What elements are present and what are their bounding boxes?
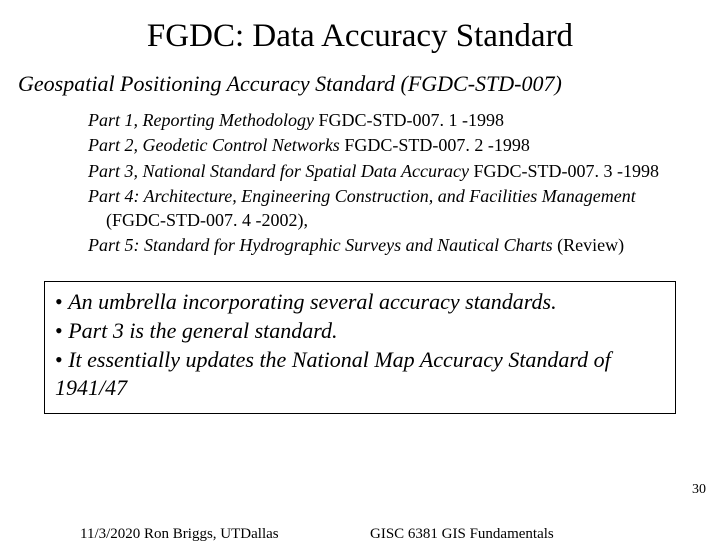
part-italic: Part 2, Geodetic Control Networks <box>88 135 344 155</box>
bullet-item: • It essentially updates the National Ma… <box>55 346 665 403</box>
page-title: FGDC: Data Accuracy Standard <box>28 18 692 55</box>
list-item: Part 4: Architecture, Engineering Constr… <box>88 185 662 232</box>
bullet-text: An umbrella incorporating several accura… <box>68 289 556 314</box>
summary-box: • An umbrella incorporating several accu… <box>44 281 676 413</box>
part-code: (FGDC-STD-007. 4 -2002), <box>106 210 308 230</box>
parts-list: Part 1, Reporting Methodology FGDC-STD-0… <box>88 109 662 257</box>
footer-right: GISC 6381 GIS Fundamentals <box>370 526 554 543</box>
bullet-text: Part 3 is the general standard. <box>68 318 337 343</box>
list-item: Part 5: Standard for Hydrographic Survey… <box>88 234 662 257</box>
part-code: FGDC-STD-007. 1 -1998 <box>318 110 504 130</box>
part-italic: Part 1, Reporting Methodology <box>88 110 318 130</box>
part-italic: Part 4: Architecture, Engineering Constr… <box>88 186 636 206</box>
part-italic: Part 3, National Standard for Spatial Da… <box>88 161 474 181</box>
part-code: FGDC-STD-007. 2 -1998 <box>344 135 530 155</box>
bullet-text: It essentially updates the National Map … <box>55 347 611 401</box>
part-italic: Part 5: Standard for Hydrographic Survey… <box>88 235 557 255</box>
slide: FGDC: Data Accuracy Standard Geospatial … <box>0 0 720 414</box>
list-item: Part 3, National Standard for Spatial Da… <box>88 160 662 183</box>
list-item: Part 2, Geodetic Control Networks FGDC-S… <box>88 134 662 157</box>
page-number: 30 <box>692 482 706 498</box>
part-code: FGDC-STD-007. 3 -1998 <box>474 161 660 181</box>
footer-left: 11/3/2020 Ron Briggs, UTDallas <box>80 526 279 543</box>
list-item: Part 1, Reporting Methodology FGDC-STD-0… <box>88 109 662 132</box>
subtitle: Geospatial Positioning Accuracy Standard… <box>18 71 692 97</box>
bullet-item: • An umbrella incorporating several accu… <box>55 288 665 317</box>
part-code: (Review) <box>557 235 624 255</box>
bullet-item: • Part 3 is the general standard. <box>55 317 665 346</box>
